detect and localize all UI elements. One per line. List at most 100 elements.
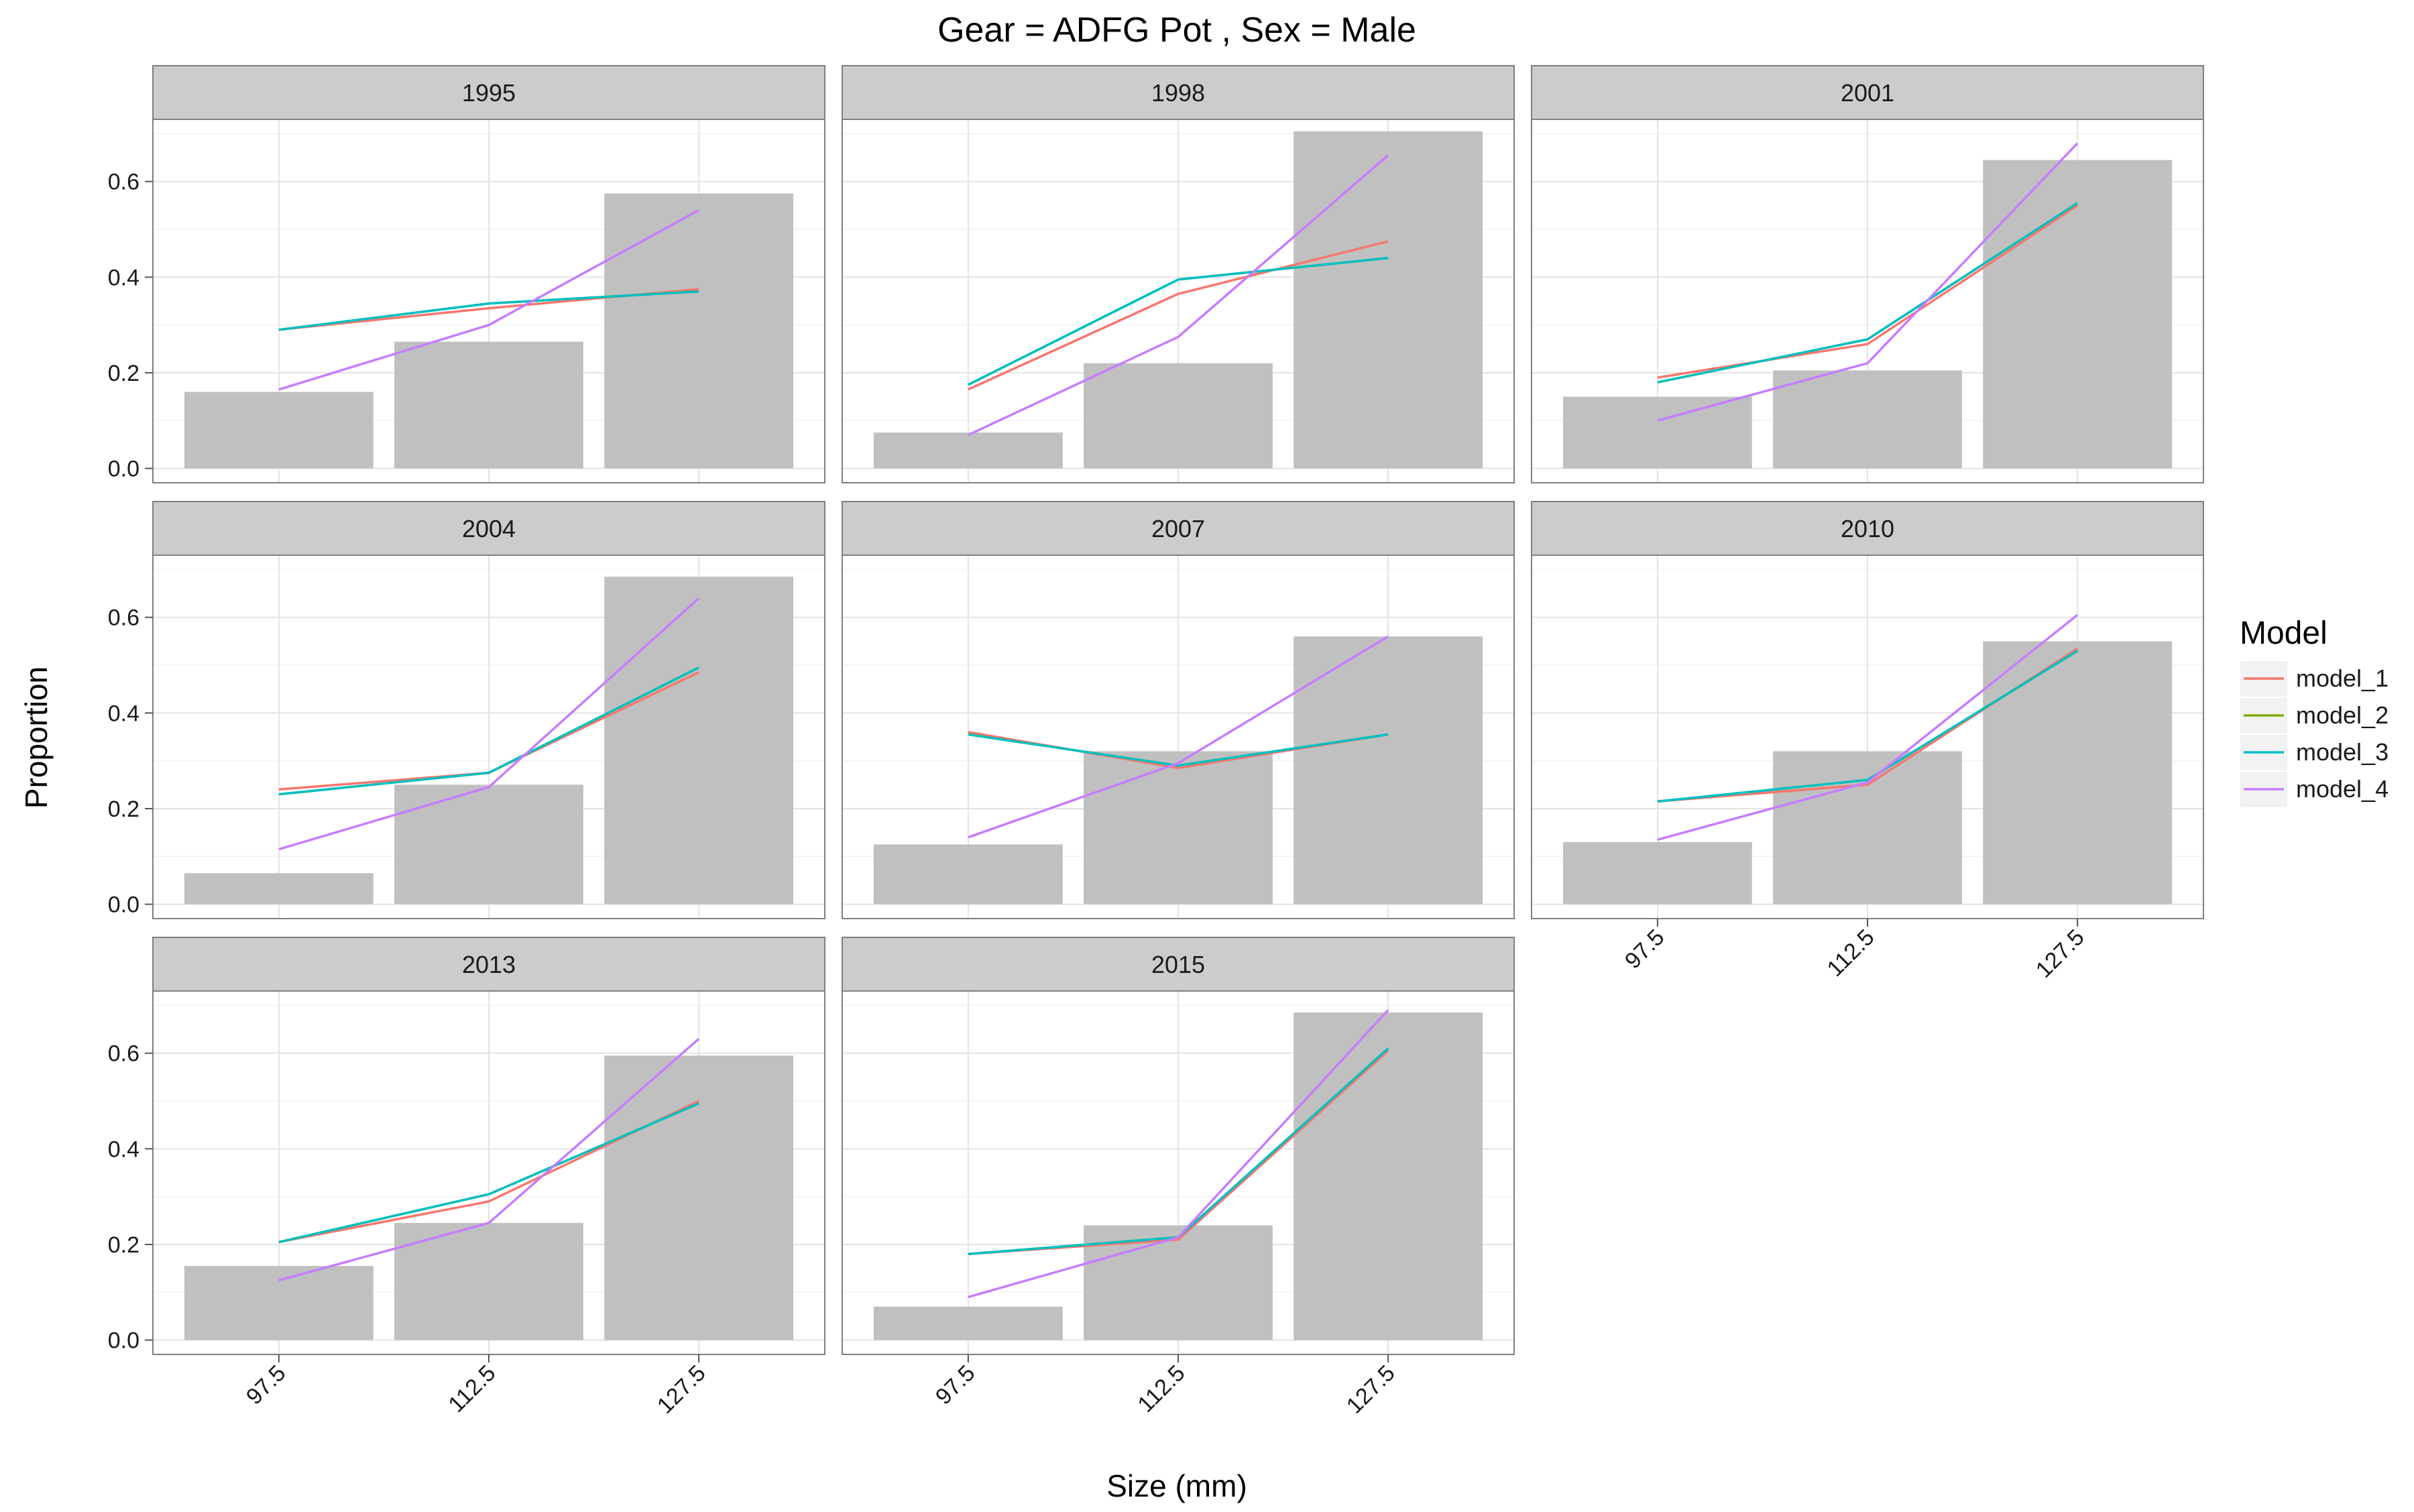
x-tick-label: 112.5 xyxy=(443,1360,500,1417)
panel-border xyxy=(842,555,1515,919)
x-tick-label: 97.5 xyxy=(241,1360,291,1410)
series-line-model_3 xyxy=(968,733,1389,767)
strip-label: 2001 xyxy=(1841,79,1894,107)
strip-label: 2004 xyxy=(462,515,516,542)
x-axis-label: Size (mm) xyxy=(1106,1468,1247,1503)
panel-border xyxy=(842,119,1515,483)
strip-label: 2010 xyxy=(1841,515,1894,542)
legend-label: model_4 xyxy=(2296,775,2389,803)
strip xyxy=(1531,65,2204,120)
panel-2004: 2004 0.0 0.2 0.4 0.6 xyxy=(108,501,825,919)
bar xyxy=(1983,160,2173,469)
y-tick-label: 0.0 xyxy=(108,1328,139,1354)
x-tick-label: 97.5 xyxy=(1620,925,1670,974)
strip xyxy=(1531,501,2204,556)
bar xyxy=(394,341,583,469)
legend-title: Model xyxy=(2240,616,2327,651)
y-tick-label: 0.6 xyxy=(108,170,139,195)
series-line-model_1 xyxy=(968,240,1389,391)
bar xyxy=(1562,841,1752,905)
y-tick-label: 0.2 xyxy=(108,361,139,386)
bar xyxy=(1562,396,1752,469)
series-line-model_4 xyxy=(968,635,1389,839)
bar xyxy=(1773,370,1962,469)
bar xyxy=(1084,751,1273,905)
series-line-model_4 xyxy=(968,1009,1389,1299)
legend-label: model_1 xyxy=(2296,664,2389,692)
bar xyxy=(1294,636,1483,905)
bar xyxy=(1294,131,1483,469)
strip-label: 2015 xyxy=(1151,951,1205,978)
bar xyxy=(873,844,1063,905)
bar xyxy=(1294,1012,1483,1340)
bar xyxy=(604,1055,794,1340)
y-tick-label: 0.6 xyxy=(108,1041,139,1067)
y-axis-label: Proportion xyxy=(19,666,54,809)
strip xyxy=(842,501,1515,556)
y-tick-label: 0.4 xyxy=(108,265,139,290)
bar xyxy=(604,577,794,905)
strip xyxy=(152,501,825,556)
x-tick-label: 127.5 xyxy=(652,1360,711,1419)
series-line-model_3 xyxy=(1657,202,2079,384)
series-line-model_3 xyxy=(278,1102,699,1244)
bar xyxy=(394,784,583,905)
legend-label: model_3 xyxy=(2296,738,2389,766)
x-tick-label: 112.5 xyxy=(1133,1360,1190,1417)
panel-border xyxy=(1531,119,2204,483)
bar xyxy=(184,392,373,469)
strip xyxy=(842,65,1515,120)
series-line-model_4 xyxy=(1657,614,2079,841)
legend-item-model_2: model_2 xyxy=(2239,697,2389,735)
strip-label: 1995 xyxy=(462,79,516,107)
legend-item-model_1: model_1 xyxy=(2239,660,2389,698)
series-line-model_1 xyxy=(1657,204,2079,379)
y-tick-label: 0.6 xyxy=(108,605,139,631)
bar xyxy=(1084,363,1273,469)
bar xyxy=(394,1222,583,1340)
y-tick-label: 0.2 xyxy=(108,797,139,822)
y-tick-label: 0.2 xyxy=(108,1232,139,1258)
y-tick-label: 0.0 xyxy=(108,892,139,918)
series-line-model_4 xyxy=(278,1037,700,1282)
panel-border xyxy=(152,555,825,919)
bar xyxy=(873,1306,1063,1340)
series-line-model_3 xyxy=(968,257,1389,386)
x-tick-label: 112.5 xyxy=(1822,925,1879,982)
strip xyxy=(842,937,1515,992)
x-tick-label: 97.5 xyxy=(931,1360,980,1410)
bar xyxy=(184,1266,373,1340)
x-tick-label: 127.5 xyxy=(1342,1360,1400,1419)
y-tick-label: 0.0 xyxy=(108,457,139,482)
y-tick-label: 0.4 xyxy=(108,1137,139,1162)
panel-2001: 2001 xyxy=(1531,65,2204,483)
panel-2015: 2015 97.5 112.5 127.5 xyxy=(842,937,1515,1419)
bar xyxy=(1983,641,2173,905)
panels: 1995 0.0 0.2 0.4 0.6 1998 2001 2004 0.0 0.2 0.4 0.6… xyxy=(108,65,2204,1419)
legend: Model model_1 model_2 model_3 model_4 xyxy=(2239,616,2389,809)
legend-item-model_4: model_4 xyxy=(2239,770,2389,809)
legend-label: model_2 xyxy=(2296,701,2389,729)
y-tick-label: 0.4 xyxy=(108,701,139,726)
strip xyxy=(152,65,825,120)
bar xyxy=(1773,751,1962,905)
panel-2010: 2010 97.5 112.5 127.5 xyxy=(1531,501,2204,983)
panel-1998: 1998 xyxy=(842,65,1515,483)
panel-border xyxy=(152,119,825,483)
strip-label: 2013 xyxy=(462,951,516,978)
bar xyxy=(873,432,1063,469)
series-line-model_3 xyxy=(278,666,699,796)
x-tick-label: 127.5 xyxy=(2031,925,2089,983)
series-line-model_3 xyxy=(278,290,699,331)
series-line-model_4 xyxy=(968,154,1389,437)
panel-1995: 1995 0.0 0.2 0.4 0.6 xyxy=(108,65,825,483)
series-line-model_3 xyxy=(1657,650,2079,803)
series-line-model_4 xyxy=(278,209,699,391)
bar xyxy=(184,873,373,905)
legend-item-model_3: model_3 xyxy=(2239,734,2389,772)
strip-label: 2007 xyxy=(1151,515,1205,542)
bar xyxy=(604,193,794,469)
panel-2007: 2007 xyxy=(842,501,1515,919)
